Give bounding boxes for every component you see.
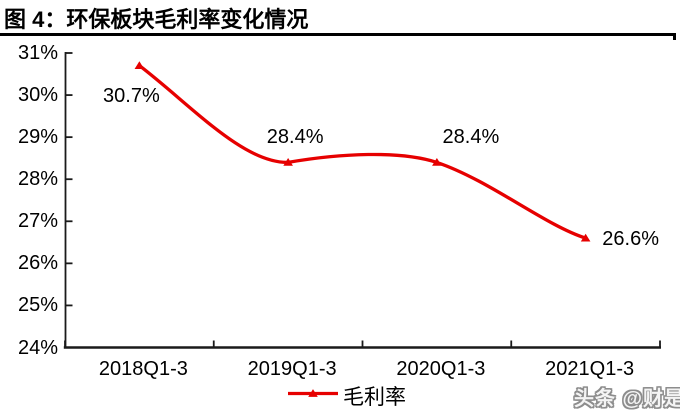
data-point-label: 28.4%: [266, 126, 324, 149]
x-axis-label: 2018Q1-3: [98, 358, 188, 380]
data-point-label: 30.7%: [103, 84, 160, 107]
data-point-label: 26.6%: [602, 228, 659, 251]
x-axis-label: 2020Q1-3: [396, 358, 486, 380]
figure-title: 图 4：环保板块毛利率变化情况: [4, 7, 309, 32]
series-line-毛利率: [137, 63, 588, 240]
y-axis-label: 29%: [17, 126, 58, 149]
y-axis-label: 28%: [17, 168, 58, 191]
y-axis-label: 26%: [17, 252, 58, 275]
x-axis-label: 2019Q1-3: [247, 358, 337, 380]
y-axis-label: 31%: [17, 42, 58, 64]
y-axis-label: 24%: [17, 336, 58, 359]
data-point-marker: [134, 61, 145, 70]
title-separator-line: [0, 33, 676, 36]
data-point-label: 28.4%: [442, 126, 500, 149]
y-axis-label: 25%: [17, 294, 58, 317]
x-axis-label: 2021Q1-3: [545, 358, 635, 380]
y-axis-label: 27%: [17, 210, 58, 233]
data-point-marker: [580, 233, 591, 242]
legend-series-label: 毛利率: [343, 386, 406, 409]
title-separator-end-tick: [673, 33, 676, 40]
watermark: 头条 @财是: [574, 388, 680, 410]
y-axis-label: 30%: [17, 84, 58, 107]
legend-marker: [308, 389, 318, 397]
data-point-marker: [283, 157, 293, 166]
data-point-marker: [432, 157, 442, 166]
